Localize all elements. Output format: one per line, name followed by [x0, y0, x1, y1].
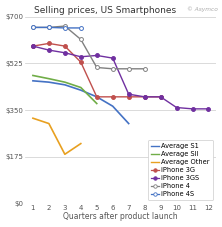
Text: © Asymco: © Asymco — [187, 7, 218, 12]
Title: Selling prices, US Smartphones: Selling prices, US Smartphones — [34, 5, 176, 15]
Legend: Average S1, Average SII, Average Other, iPhone 3G, iPhone 3GS, iPhone 4, iPhone : Average S1, Average SII, Average Other, … — [148, 140, 213, 200]
X-axis label: Quarters after product launch: Quarters after product launch — [63, 212, 178, 222]
